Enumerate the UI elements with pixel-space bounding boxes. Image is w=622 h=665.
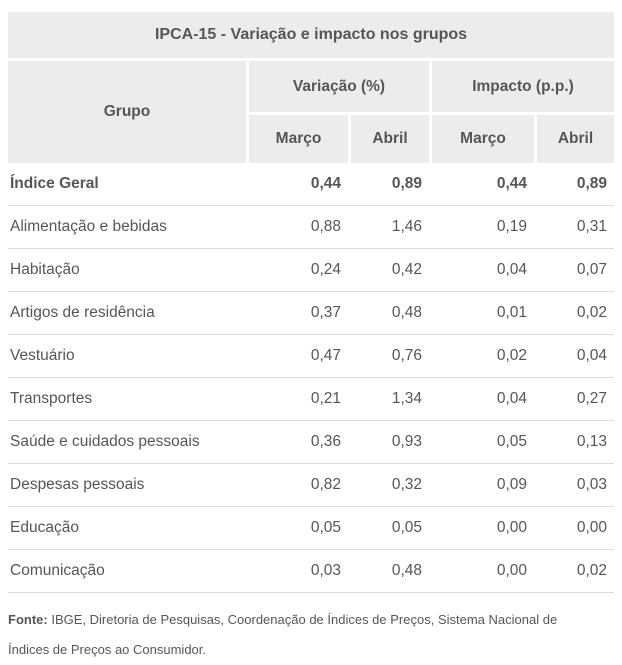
row-value-impacto-abril: 0,03 <box>576 476 607 493</box>
row-value-impacto-abril: 0,02 <box>576 304 607 321</box>
row-value-variacao-abril: 0,48 <box>391 562 422 579</box>
table-row: Comunicação 0,03 0,48 0,00 0,02 <box>8 550 614 593</box>
row-value-impacto-abril: 0,07 <box>576 261 607 278</box>
row-value-variacao-marco: 0,88 <box>310 218 341 235</box>
row-value-impacto-abril: 0,27 <box>576 390 607 407</box>
table-row: Índice Geral 0,44 0,89 0,44 0,89 <box>8 163 614 206</box>
row-value-variacao-marco: 0,37 <box>310 304 341 321</box>
row-value-impacto-marco: 0,44 <box>496 175 527 192</box>
row-value-impacto-marco: 0,02 <box>496 347 527 364</box>
row-value-variacao-abril: 1,46 <box>391 218 422 235</box>
header-cell-impacto: Impacto (p.p.) <box>432 61 614 112</box>
table-title-bar: IPCA-15 - Variação e impacto nos grupos <box>8 12 614 58</box>
row-value-variacao-marco: 0,36 <box>310 433 341 450</box>
table-row: Despesas pessoais 0,82 0,32 0,09 0,03 <box>8 464 614 507</box>
row-value-variacao-marco: 0,05 <box>310 519 341 536</box>
table-body: Índice Geral 0,44 0,89 0,44 0,89 Aliment… <box>8 163 614 593</box>
subheader-impacto-abril: Abril <box>537 115 614 163</box>
row-value-impacto-marco: 0,01 <box>496 304 527 321</box>
row-value-impacto-abril: 0,31 <box>576 218 607 235</box>
table-row: Alimentação e bebidas 0,88 1,46 0,19 0,3… <box>8 206 614 249</box>
table-row: Saúde e cuidados pessoais 0,36 0,93 0,05… <box>8 421 614 464</box>
row-label: Alimentação e bebidas <box>10 218 167 235</box>
row-value-variacao-abril: 0,76 <box>391 347 422 364</box>
table-row: Transportes 0,21 1,34 0,04 0,27 <box>8 378 614 421</box>
row-value-impacto-marco: 0,00 <box>496 562 527 579</box>
row-label: Índice Geral <box>10 175 99 192</box>
row-value-variacao-marco: 0,82 <box>310 476 341 493</box>
row-value-impacto-abril: 0,13 <box>576 433 607 450</box>
row-value-variacao-marco: 0,47 <box>310 347 341 364</box>
row-value-variacao-marco: 0,24 <box>310 261 341 278</box>
row-value-variacao-marco: 0,03 <box>310 562 341 579</box>
table-row: Artigos de residência 0,37 0,48 0,01 0,0… <box>8 292 614 335</box>
row-label: Despesas pessoais <box>10 476 145 493</box>
table-title: IPCA-15 - Variação e impacto nos grupos <box>154 26 468 43</box>
row-value-impacto-marco: 0,05 <box>496 433 527 450</box>
header-cell-variacao: Variação (%) <box>249 61 429 112</box>
subheader-variacao-abril: Abril <box>351 115 429 163</box>
row-value-variacao-abril: 0,89 <box>391 175 422 192</box>
row-value-variacao-marco: 0,21 <box>310 390 341 407</box>
table-row: Habitação 0,24 0,42 0,04 0,07 <box>8 249 614 292</box>
source-text: IBGE, Diretoria de Pesquisas, Coordenaçã… <box>8 612 558 657</box>
row-value-impacto-marco: 0,04 <box>496 261 527 278</box>
source-label: Fonte: <box>8 612 48 627</box>
row-value-impacto-marco: 0,19 <box>496 218 527 235</box>
row-value-impacto-abril: 0,04 <box>576 347 607 364</box>
subheader-impacto-marco: Março <box>432 115 534 163</box>
row-label: Vestuário <box>10 347 75 364</box>
table-row: Educação 0,05 0,05 0,00 0,00 <box>8 507 614 550</box>
row-value-variacao-abril: 0,93 <box>391 433 422 450</box>
table-row: Vestuário 0,47 0,76 0,02 0,04 <box>8 335 614 378</box>
subheader-variacao-marco: Março <box>249 115 348 163</box>
header-cell-grupo: Grupo <box>8 61 246 163</box>
source-note: Fonte: IBGE, Diretoria de Pesquisas, Coo… <box>8 605 598 665</box>
row-label: Saúde e cuidados pessoais <box>10 433 200 450</box>
row-label: Educação <box>10 519 79 536</box>
row-value-impacto-abril: 0,02 <box>576 562 607 579</box>
row-value-impacto-marco: 0,04 <box>496 390 527 407</box>
row-value-impacto-marco: 0,00 <box>496 519 527 536</box>
row-label: Transportes <box>10 390 93 407</box>
row-value-variacao-abril: 0,48 <box>391 304 422 321</box>
row-value-variacao-marco: 0,44 <box>310 175 341 192</box>
row-value-impacto-marco: 0,09 <box>496 476 527 493</box>
row-value-impacto-abril: 0,89 <box>576 175 607 192</box>
table-header: Grupo Variação (%) Impacto (p.p.) Março … <box>8 61 614 163</box>
row-label: Habitação <box>10 261 80 278</box>
row-value-variacao-abril: 0,05 <box>391 519 422 536</box>
row-value-variacao-abril: 0,32 <box>391 476 422 493</box>
row-value-impacto-abril: 0,00 <box>576 519 607 536</box>
row-value-variacao-abril: 0,42 <box>391 261 422 278</box>
row-value-variacao-abril: 1,34 <box>391 390 422 407</box>
row-label: Comunicação <box>10 562 105 579</box>
row-label: Artigos de residência <box>10 304 155 321</box>
